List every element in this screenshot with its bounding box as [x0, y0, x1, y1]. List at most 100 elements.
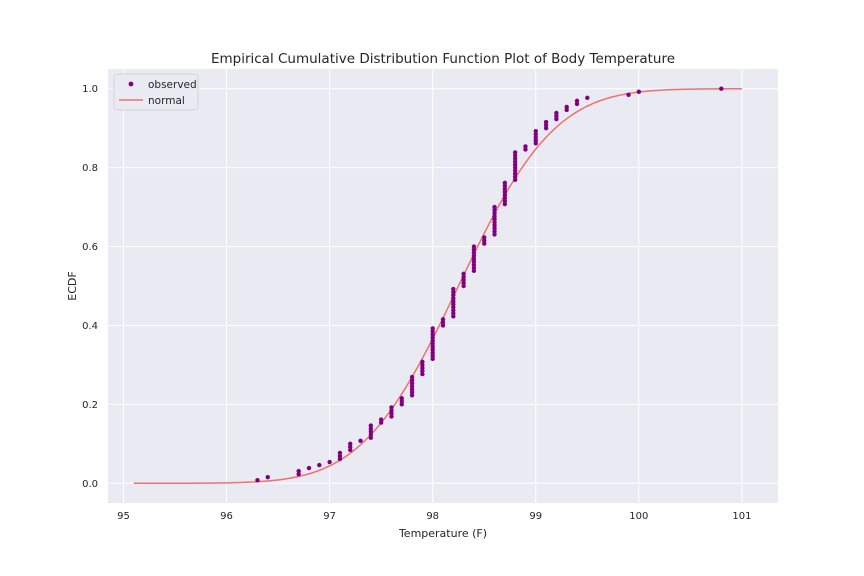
observed-point	[368, 429, 374, 434]
observed-point	[296, 471, 301, 477]
observed-series-layer	[255, 86, 724, 483]
observed-point	[512, 168, 518, 173]
legend-box	[113, 73, 199, 111]
x-tick-label: 101	[732, 511, 751, 522]
y-tick-label: 0.8	[82, 163, 98, 174]
observed-point	[317, 462, 322, 468]
observed-point	[378, 417, 384, 422]
observed-point	[440, 323, 446, 328]
observed-point	[430, 347, 435, 352]
x-axis-label: Temperature (F)	[398, 527, 487, 540]
observed-point	[574, 98, 580, 104]
observed-point	[492, 217, 497, 222]
observed-point	[451, 295, 456, 301]
observed-point	[512, 153, 518, 158]
legend: observed normal	[113, 73, 199, 111]
observed-point	[368, 426, 374, 431]
observed-point	[502, 201, 508, 207]
observed-point	[420, 371, 425, 377]
observed-point	[461, 274, 466, 280]
legend-observed-label: observed	[148, 79, 197, 91]
observed-point	[399, 396, 404, 401]
observed-point	[358, 438, 363, 443]
observed-point	[378, 420, 384, 425]
y-tick-label: 0.4	[82, 321, 98, 332]
observed-point	[574, 101, 580, 107]
observed-point	[399, 399, 404, 404]
observed-point	[471, 247, 477, 252]
observed-point	[502, 180, 508, 186]
observed-point	[502, 192, 508, 198]
y-tick-labels: 0.0 0.2 0.4 0.6 0.8 1.0	[82, 84, 98, 490]
observed-point	[502, 189, 508, 195]
observed-point	[389, 408, 394, 413]
observed-point	[471, 265, 477, 270]
legend-normal-label: normal	[148, 95, 185, 107]
observed-point	[533, 132, 538, 137]
observed-point	[564, 104, 569, 110]
observed-point	[502, 186, 508, 192]
observed-point	[512, 159, 518, 164]
observed-point	[409, 374, 415, 380]
grid-lines	[108, 69, 778, 503]
observed-point	[482, 235, 487, 240]
observed-point	[348, 444, 353, 450]
observed-point	[451, 289, 456, 295]
x-tick-label: 96	[220, 511, 233, 522]
observed-point	[430, 341, 435, 346]
observed-point	[409, 380, 415, 386]
observed-point	[451, 308, 456, 313]
observed-point	[512, 150, 518, 155]
observed-point	[471, 250, 477, 255]
observed-point	[409, 377, 415, 383]
legend-observed-marker	[128, 81, 134, 87]
observed-point	[430, 329, 435, 334]
observed-point	[440, 317, 446, 322]
observed-point	[502, 183, 508, 189]
observed-point	[533, 138, 538, 143]
observed-point	[461, 271, 466, 277]
observed-point	[451, 311, 456, 316]
observed-point	[430, 344, 435, 349]
observed-point	[471, 256, 477, 261]
observed-point	[296, 468, 301, 474]
x-tick-label: 97	[323, 511, 336, 522]
observed-point	[430, 353, 435, 358]
observed-point	[420, 362, 425, 368]
observed-point	[492, 207, 497, 213]
observed-point	[512, 174, 518, 179]
observed-point	[543, 122, 549, 128]
observed-point	[420, 368, 425, 374]
observed-point	[492, 204, 497, 210]
observed-point	[554, 116, 559, 122]
observed-point	[461, 277, 466, 283]
observed-point	[389, 411, 394, 416]
observed-point	[368, 432, 374, 437]
observed-point	[337, 450, 343, 456]
observed-point	[430, 335, 435, 340]
observed-point	[492, 210, 497, 216]
observed-point	[337, 453, 343, 459]
observed-point	[543, 125, 549, 131]
observed-point	[368, 435, 374, 440]
observed-point	[512, 162, 518, 167]
observed-point	[430, 350, 435, 355]
observed-point	[533, 141, 538, 146]
observed-point	[543, 119, 549, 125]
observed-point	[389, 405, 394, 410]
observed-point	[492, 226, 497, 231]
observed-point	[255, 478, 260, 483]
y-axis-label: ECDF	[66, 271, 79, 300]
observed-point	[512, 156, 518, 161]
observed-point	[554, 113, 559, 119]
observed-point	[523, 147, 528, 152]
chart-title: Empirical Cumulative Distribution Functi…	[211, 51, 675, 67]
x-tick-label: 95	[117, 511, 130, 522]
observed-point	[471, 268, 477, 274]
observed-point	[265, 475, 270, 480]
observed-point	[451, 286, 456, 292]
observed-point	[585, 95, 590, 101]
observed-point	[719, 86, 724, 91]
observed-point	[492, 220, 497, 225]
